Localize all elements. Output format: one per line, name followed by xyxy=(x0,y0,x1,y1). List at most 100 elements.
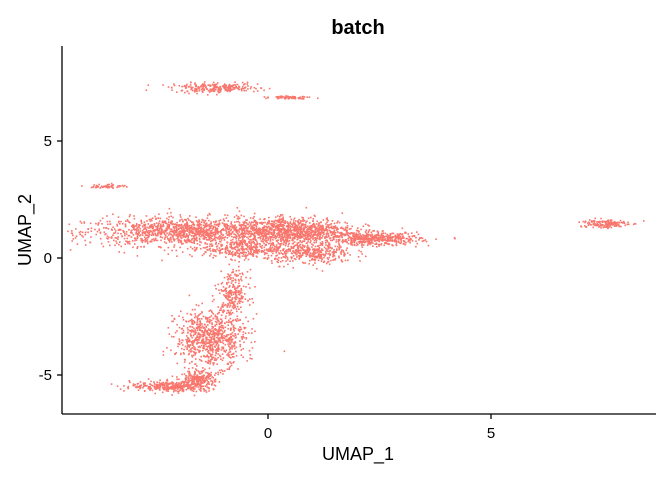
data-point xyxy=(173,385,175,388)
data-point xyxy=(292,234,294,236)
data-point xyxy=(199,320,201,323)
data-point xyxy=(144,232,146,235)
data-point xyxy=(316,255,319,258)
data-point xyxy=(183,232,186,234)
data-point xyxy=(307,228,309,230)
data-point xyxy=(197,228,200,231)
data-point xyxy=(334,225,337,227)
data-point xyxy=(217,249,220,252)
data-point xyxy=(340,234,342,236)
data-point xyxy=(280,222,282,224)
data-point xyxy=(233,335,235,337)
data-point xyxy=(241,247,244,250)
data-point xyxy=(215,348,218,351)
point-cluster xyxy=(195,206,394,252)
data-point xyxy=(217,356,219,359)
data-point xyxy=(287,227,289,229)
data-point xyxy=(254,250,257,252)
data-point xyxy=(346,231,348,234)
data-point xyxy=(325,225,328,228)
data-point xyxy=(299,246,302,248)
data-point xyxy=(214,227,217,229)
data-point xyxy=(338,232,341,234)
data-point xyxy=(229,361,231,363)
data-point xyxy=(238,245,240,247)
data-point xyxy=(194,308,196,311)
data-point xyxy=(282,255,285,258)
data-point xyxy=(314,248,316,250)
data-point xyxy=(283,230,286,232)
data-point xyxy=(205,229,208,232)
data-point xyxy=(84,231,87,234)
data-point xyxy=(288,233,291,236)
data-point xyxy=(155,239,157,242)
data-point xyxy=(161,259,163,262)
data-point xyxy=(180,310,182,313)
data-point xyxy=(308,249,311,252)
data-point xyxy=(97,224,99,226)
data-point xyxy=(247,233,249,236)
data-point xyxy=(294,249,297,252)
data-point xyxy=(280,229,283,231)
data-point xyxy=(318,255,320,257)
data-point xyxy=(196,342,198,345)
data-point xyxy=(333,249,335,251)
data-point xyxy=(209,355,212,357)
data-point xyxy=(199,231,202,233)
data-point xyxy=(217,225,220,228)
data-point xyxy=(278,226,280,228)
data-point xyxy=(228,252,231,254)
data-point xyxy=(189,344,192,346)
data-point xyxy=(287,243,290,246)
data-point xyxy=(128,221,130,223)
data-point xyxy=(252,241,255,243)
data-point xyxy=(254,330,256,333)
data-point xyxy=(228,314,231,316)
data-point xyxy=(293,257,296,260)
data-point xyxy=(182,242,184,245)
data-point xyxy=(256,223,259,226)
data-point xyxy=(299,252,302,254)
data-point xyxy=(298,222,300,224)
data-point xyxy=(185,233,188,235)
data-point xyxy=(302,234,305,237)
data-point xyxy=(255,227,258,230)
data-point xyxy=(297,251,300,254)
data-point xyxy=(146,241,149,243)
data-point xyxy=(240,288,242,290)
data-point xyxy=(241,255,244,257)
data-point xyxy=(209,234,212,237)
data-point xyxy=(306,252,309,255)
data-point xyxy=(205,246,208,249)
data-point xyxy=(197,346,200,348)
data-point xyxy=(263,249,266,251)
data-point xyxy=(262,240,265,243)
data-point xyxy=(230,322,233,324)
data-point xyxy=(178,338,180,340)
data-point xyxy=(287,225,290,227)
data-point xyxy=(202,334,205,337)
data-point xyxy=(223,223,225,225)
data-point xyxy=(326,231,329,233)
data-point xyxy=(339,227,342,229)
data-point xyxy=(359,236,361,238)
data-point xyxy=(224,223,227,225)
data-point xyxy=(299,233,301,235)
data-point xyxy=(211,356,214,359)
data-point xyxy=(270,233,273,236)
data-point xyxy=(187,225,190,228)
data-point xyxy=(170,382,173,384)
data-point xyxy=(217,373,219,376)
data-point xyxy=(374,235,376,238)
data-point xyxy=(322,235,324,237)
data-point xyxy=(199,389,201,391)
data-point xyxy=(365,236,368,238)
data-point xyxy=(255,244,258,247)
data-point xyxy=(326,261,329,263)
data-point xyxy=(292,246,295,248)
data-point xyxy=(321,244,324,247)
data-point xyxy=(161,236,164,239)
data-point xyxy=(199,323,202,325)
data-point xyxy=(209,360,211,362)
data-point xyxy=(161,386,164,389)
